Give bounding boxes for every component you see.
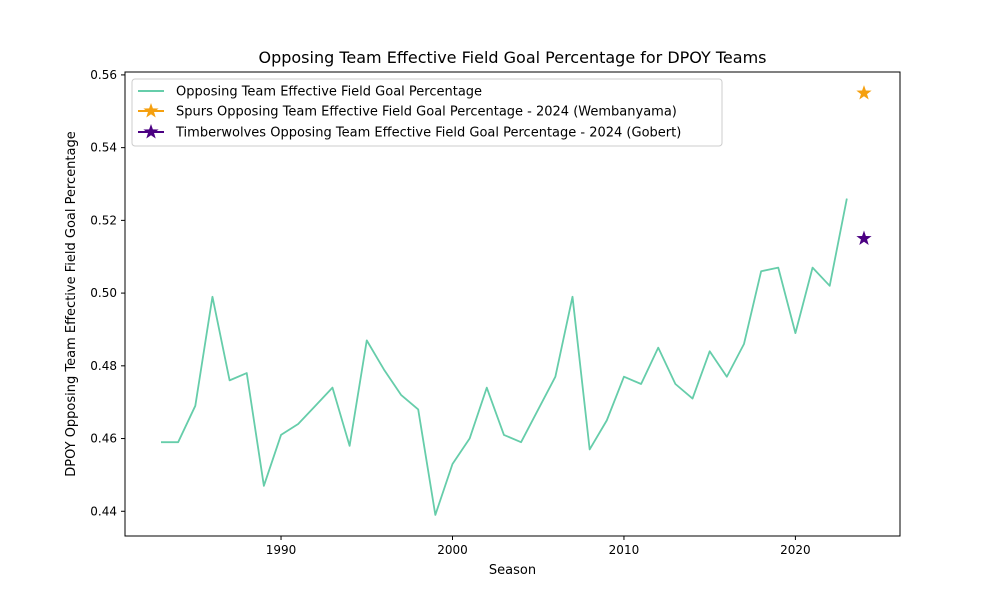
plot-frame	[124, 71, 901, 537]
legend-entry: Spurs Opposing Team Effective Field Goal…	[176, 105, 677, 120]
legend-box	[131, 78, 723, 147]
series-layer	[161, 85, 872, 516]
y-tick-label: 0.52	[90, 213, 117, 227]
legend-entry: Opposing Team Effective Field Goal Perce…	[176, 85, 482, 100]
y-axis-label: DPOY Opposing Team Effective Field Goal …	[64, 131, 79, 477]
x-tick-label: 2020	[780, 543, 811, 557]
legend-star-marker	[143, 124, 159, 139]
y-tick-label: 0.44	[90, 504, 117, 518]
x-tick-label: 2000	[437, 543, 468, 557]
ticks-layer: 1990 2000 2010 2020 0.44 0.46 0.48 0.50 0.52 0.54…	[90, 68, 810, 557]
y-tick-label: 0.54	[90, 141, 117, 155]
legend: Opposing Team Effective Field Goal Perce…	[131, 78, 723, 147]
data-point-star	[856, 230, 872, 246]
legend-entry: Timberwolves Opposing Team Effective Fie…	[175, 126, 681, 141]
legend-star-marker	[143, 103, 159, 118]
y-tick-label: 0.46	[90, 432, 117, 446]
chart-title: Opposing Team Effective Field Goal Perce…	[258, 48, 766, 67]
x-tick-label: 2010	[609, 543, 640, 557]
x-axis-label: Season	[489, 563, 536, 578]
series-line	[161, 198, 848, 516]
y-tick-label: 0.56	[90, 68, 117, 82]
y-tick-label: 0.50	[90, 286, 117, 300]
data-point-star	[856, 85, 872, 100]
y-tick-label: 0.48	[90, 359, 117, 373]
x-tick-label: 1990	[266, 543, 297, 557]
